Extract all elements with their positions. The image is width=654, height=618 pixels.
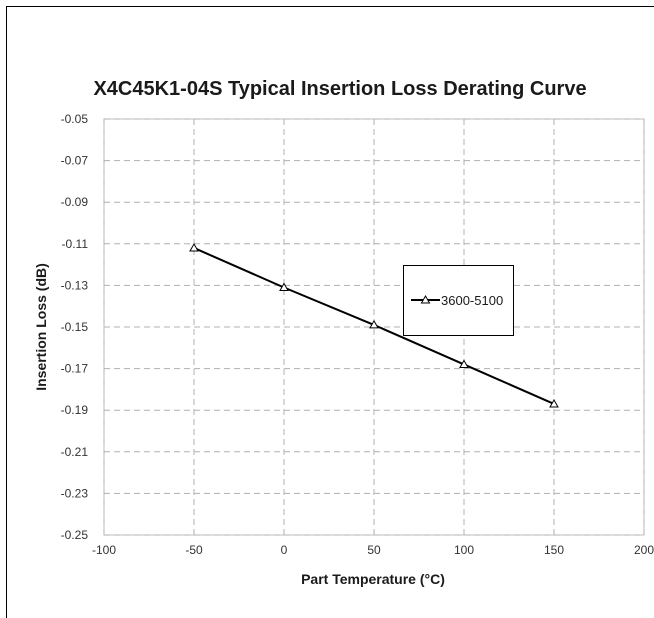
x-tick-label: -50 (185, 543, 203, 557)
y-tick-label: -0.21 (61, 445, 89, 459)
x-tick-label: -100 (92, 543, 116, 557)
y-tick-label: -0.11 (62, 237, 89, 251)
x-axis-title: Part Temperature (°C) (301, 571, 445, 587)
x-tick-label: 200 (634, 543, 654, 557)
legend: 3600-5100 (403, 265, 514, 336)
data-point-marker (369, 319, 379, 329)
series-layer (189, 242, 559, 408)
y-tick-label: -0.25 (61, 528, 89, 542)
y-tick-label: -0.05 (61, 112, 89, 126)
y-axis-title: Insertion Loss (dB) (33, 263, 49, 391)
legend-entry-label: 3600-5100 (441, 293, 503, 308)
y-tick-label: -0.17 (61, 362, 89, 376)
x-tick-label: 0 (281, 543, 288, 557)
legend-marker-icon (420, 294, 431, 304)
y-tick-label: -0.13 (61, 278, 89, 292)
y-tick-label: -0.23 (61, 486, 89, 500)
y-tick-label: -0.15 (61, 320, 89, 334)
x-tick-labels: -100 -50 0 50 100 150 200 (92, 543, 654, 557)
y-tick-label: -0.19 (61, 403, 89, 417)
data-point-marker (549, 398, 559, 408)
x-tick-label: 100 (454, 543, 474, 557)
y-tick-label: -0.09 (61, 195, 89, 209)
y-tick-label: -0.07 (61, 154, 89, 168)
y-tick-labels: -0.05 -0.07 -0.09 -0.11 -0.13 -0.15 -0.17 -0.19… (61, 112, 89, 542)
x-tick-label: 50 (367, 543, 381, 557)
x-tick-label: 150 (544, 543, 564, 557)
chart-title: X4C45K1-04S Typical Insertion Loss Derat… (93, 78, 586, 100)
data-point-marker (279, 282, 289, 291)
data-point-marker (189, 242, 199, 252)
data-point-marker (459, 359, 469, 368)
